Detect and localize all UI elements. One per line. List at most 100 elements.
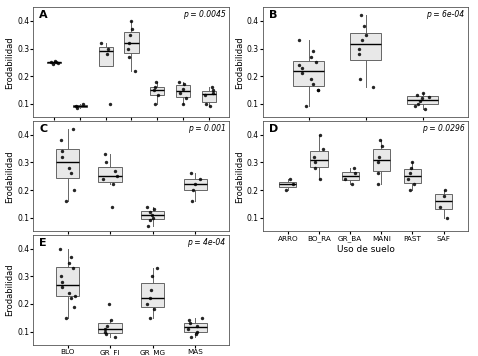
- Text: p = 0.0045: p = 0.0045: [183, 10, 226, 20]
- X-axis label: Orden de suelo: Orden de suelo: [331, 130, 400, 140]
- PathPatch shape: [310, 151, 327, 167]
- Y-axis label: Erodabilidad: Erodabilidad: [5, 264, 14, 316]
- Point: [202, 101, 209, 106]
- Point: [191, 182, 198, 187]
- Point: [179, 101, 186, 106]
- Point: [58, 284, 66, 290]
- Point: [407, 165, 415, 171]
- Point: [362, 32, 370, 37]
- PathPatch shape: [293, 61, 324, 86]
- Point: [125, 54, 132, 59]
- Point: [146, 295, 153, 301]
- Point: [351, 171, 359, 176]
- Point: [67, 254, 75, 260]
- Point: [436, 204, 444, 209]
- Point: [315, 87, 322, 93]
- Point: [404, 176, 412, 182]
- Point: [146, 315, 153, 321]
- X-axis label: Uso de suelo: Uso de suelo: [337, 245, 395, 254]
- Point: [148, 212, 155, 218]
- Text: A: A: [39, 10, 48, 20]
- Point: [443, 215, 451, 220]
- PathPatch shape: [150, 87, 164, 95]
- Point: [111, 168, 119, 174]
- PathPatch shape: [124, 32, 139, 53]
- Point: [106, 101, 114, 106]
- Point: [108, 204, 116, 209]
- PathPatch shape: [184, 179, 207, 190]
- Point: [360, 23, 368, 29]
- Point: [358, 37, 366, 43]
- PathPatch shape: [202, 90, 216, 101]
- Point: [189, 187, 197, 193]
- Point: [151, 206, 158, 212]
- PathPatch shape: [141, 211, 164, 219]
- Point: [307, 76, 315, 82]
- Point: [107, 318, 114, 323]
- Point: [103, 51, 110, 57]
- Point: [206, 104, 214, 109]
- Point: [296, 62, 304, 68]
- Point: [182, 95, 189, 101]
- Point: [71, 304, 78, 310]
- Point: [58, 154, 66, 160]
- PathPatch shape: [176, 85, 190, 97]
- Point: [102, 159, 109, 165]
- Text: p = 0.0296: p = 0.0296: [422, 124, 464, 134]
- Point: [309, 48, 317, 54]
- Point: [65, 260, 73, 266]
- Point: [73, 105, 80, 111]
- Point: [57, 273, 65, 279]
- Point: [58, 279, 66, 285]
- Point: [179, 86, 187, 91]
- Point: [374, 159, 381, 165]
- Point: [369, 84, 376, 90]
- Point: [341, 176, 348, 182]
- Point: [144, 223, 152, 229]
- Point: [175, 79, 183, 84]
- Point: [101, 329, 109, 334]
- Point: [406, 171, 414, 176]
- Text: D: D: [269, 124, 278, 134]
- Point: [109, 182, 117, 187]
- Point: [408, 159, 416, 165]
- PathPatch shape: [404, 169, 421, 183]
- Point: [418, 95, 426, 101]
- Point: [425, 94, 433, 100]
- Point: [154, 93, 162, 98]
- Point: [130, 68, 138, 73]
- PathPatch shape: [98, 47, 113, 67]
- Point: [319, 146, 327, 152]
- Point: [356, 76, 364, 82]
- Point: [151, 307, 158, 312]
- Point: [355, 46, 363, 51]
- Point: [65, 290, 73, 296]
- Point: [62, 315, 69, 321]
- Point: [105, 301, 113, 307]
- X-axis label: Gran Grupo: Gran Grupo: [105, 244, 158, 253]
- Point: [307, 54, 315, 59]
- Point: [47, 59, 54, 65]
- Point: [125, 40, 132, 46]
- Point: [53, 59, 60, 64]
- Text: p = 0.001: p = 0.001: [188, 124, 226, 134]
- Point: [209, 90, 217, 95]
- Point: [198, 315, 206, 321]
- Point: [416, 98, 424, 104]
- Point: [378, 143, 385, 149]
- Point: [375, 154, 383, 160]
- Point: [69, 126, 77, 132]
- Point: [185, 318, 193, 323]
- Y-axis label: Erodabilidad: Erodabilidad: [5, 36, 14, 89]
- Point: [71, 187, 78, 193]
- PathPatch shape: [407, 96, 438, 104]
- Point: [310, 154, 318, 160]
- Point: [152, 84, 159, 90]
- Point: [410, 182, 417, 187]
- Point: [289, 182, 297, 187]
- Text: p = 6e-04: p = 6e-04: [426, 10, 464, 20]
- Point: [412, 104, 419, 109]
- Point: [128, 26, 135, 32]
- Point: [193, 329, 201, 334]
- PathPatch shape: [98, 167, 122, 182]
